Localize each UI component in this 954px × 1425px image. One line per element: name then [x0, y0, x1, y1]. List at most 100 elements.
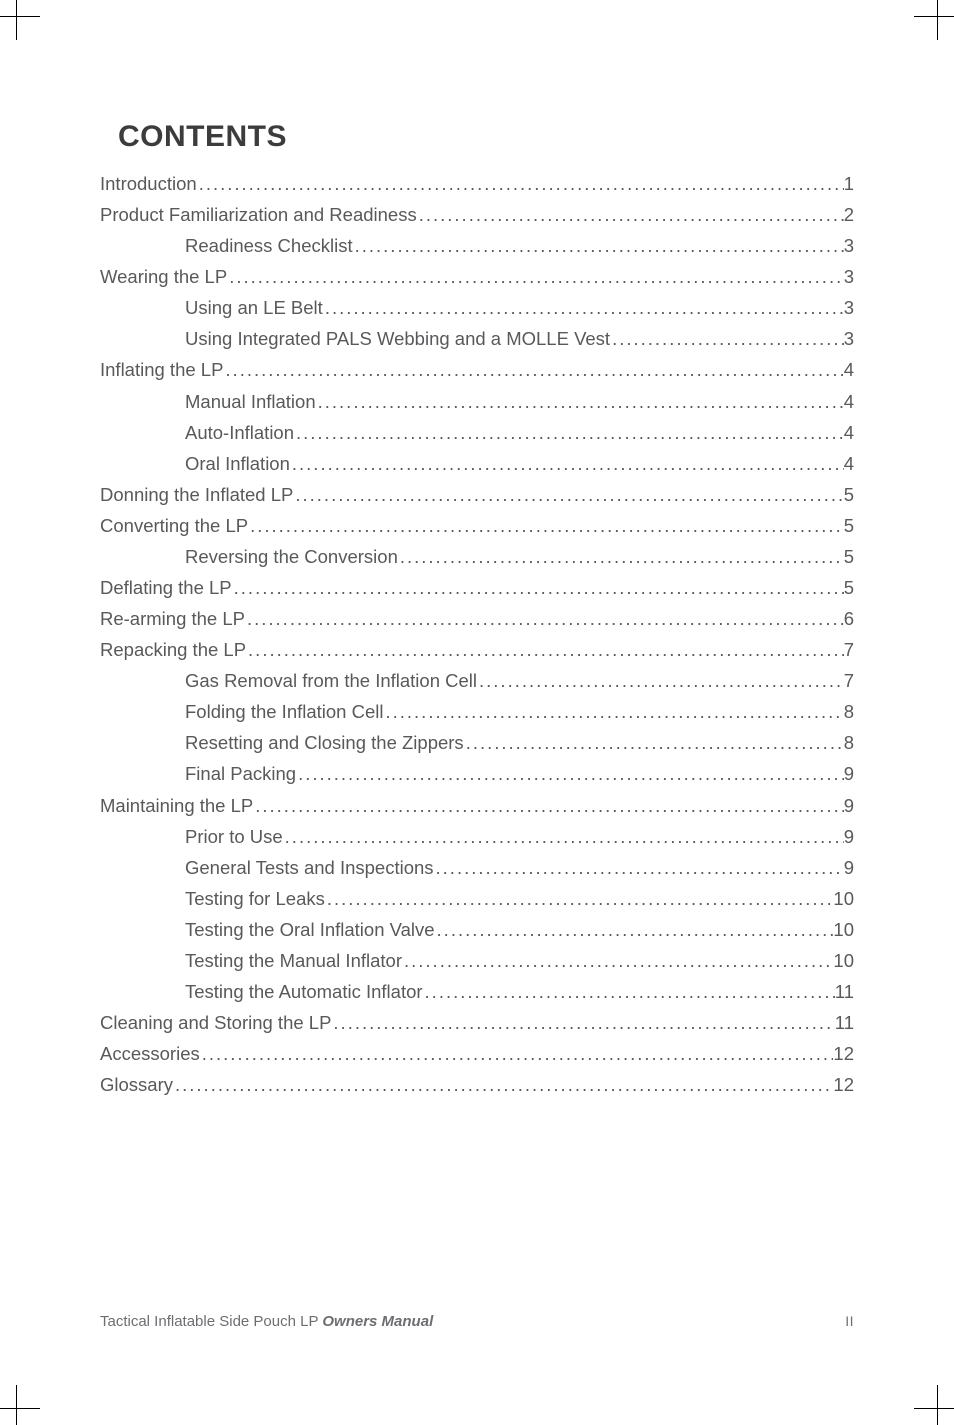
crop-mark	[937, 1385, 938, 1425]
toc-entry: Repacking the LP 7	[100, 634, 854, 665]
footer-doc-title-plain: Tactical Inflatable Side Pouch LP	[100, 1313, 322, 1330]
crop-mark	[937, 0, 938, 40]
toc-page: 5	[844, 479, 854, 510]
toc-label: Manual Inflation	[185, 386, 316, 417]
toc-entry: Accessories12	[100, 1038, 854, 1069]
toc-entry: Readiness Checklist3	[100, 230, 854, 261]
toc-entry: Resetting and Closing the Zippers 8	[100, 727, 854, 758]
toc-leader	[173, 1069, 833, 1100]
toc-label: Donning the Inflated LP	[100, 479, 293, 510]
toc-label: Final Packing	[185, 758, 296, 789]
toc-label: Using Integrated PALS Webbing and a MOLL…	[185, 323, 610, 354]
toc-leader	[246, 634, 844, 665]
toc-leader	[223, 354, 843, 385]
toc-label: Re-arming the LP	[100, 603, 245, 634]
footer-page-number: II	[845, 1313, 854, 1329]
toc-entry: Cleaning and Storing the LP11	[100, 1007, 854, 1038]
toc-page: 2	[844, 199, 854, 230]
toc-entry: Testing for Leaks 10	[100, 883, 854, 914]
toc-label: Cleaning and Storing the LP	[100, 1007, 331, 1038]
table-of-contents: Introduction1Product Familiarization and…	[100, 168, 854, 1100]
toc-page: 9	[844, 790, 854, 821]
toc-page: 12	[833, 1038, 854, 1069]
page-footer: Tactical Inflatable Side Pouch LP Owners…	[100, 1313, 854, 1330]
toc-page: 4	[844, 386, 854, 417]
toc-label: Product Familiarization and Readiness	[100, 199, 417, 230]
toc-entry: Testing the Automatic Inflator 11	[100, 976, 854, 1007]
toc-page: 10	[833, 945, 854, 976]
toc-entry: Using Integrated PALS Webbing and a MOLL…	[100, 323, 854, 354]
toc-entry: Introduction 1	[100, 168, 854, 199]
toc-entry: Wearing the LP 3	[100, 261, 854, 292]
toc-leader	[200, 1038, 834, 1069]
toc-leader	[227, 261, 844, 292]
toc-label: Deflating the LP	[100, 572, 232, 603]
toc-page: 3	[844, 261, 854, 292]
toc-leader	[293, 479, 843, 510]
toc-leader	[423, 976, 835, 1007]
toc-entry: Using an LE Belt 3	[100, 292, 854, 323]
toc-label: Glossary	[100, 1069, 173, 1100]
toc-leader	[248, 510, 844, 541]
toc-label: Oral Inflation	[185, 448, 290, 479]
toc-label: Repacking the LP	[100, 634, 246, 665]
page-content: CONTENTS Introduction1Product Familiariz…	[100, 120, 854, 1100]
toc-label: Testing the Automatic Inflator	[185, 976, 423, 1007]
toc-leader	[417, 199, 844, 230]
toc-page: 8	[844, 727, 854, 758]
toc-entry: Oral Inflation4	[100, 448, 854, 479]
toc-label: Using an LE Belt	[185, 292, 323, 323]
toc-leader	[253, 790, 843, 821]
toc-page: 9	[844, 852, 854, 883]
toc-entry: Testing the Manual Inflator10	[100, 945, 854, 976]
toc-page: 10	[833, 883, 854, 914]
footer-doc-title-bold: Owners Manual	[322, 1313, 433, 1330]
toc-label: Testing for Leaks	[185, 883, 325, 914]
toc-leader	[232, 572, 844, 603]
toc-entry: Inflating the LP4	[100, 354, 854, 385]
toc-label: Maintaining the LP	[100, 790, 253, 821]
toc-leader	[331, 1007, 834, 1038]
toc-leader	[294, 417, 844, 448]
toc-leader	[398, 541, 844, 572]
crop-mark	[914, 1408, 954, 1409]
toc-label: Reversing the Conversion	[185, 541, 398, 572]
toc-leader	[197, 168, 844, 199]
toc-page: 7	[844, 665, 854, 696]
crop-mark	[16, 0, 17, 40]
toc-entry: Product Familiarization and Readiness 2	[100, 199, 854, 230]
toc-leader	[245, 603, 844, 634]
toc-leader	[283, 821, 844, 852]
toc-entry: Prior to Use9	[100, 821, 854, 852]
toc-page: 3	[844, 323, 854, 354]
toc-page: 4	[844, 417, 854, 448]
toc-leader	[402, 945, 833, 976]
toc-label: Wearing the LP	[100, 261, 227, 292]
toc-label: Introduction	[100, 168, 197, 199]
toc-page: 5	[844, 572, 854, 603]
crop-mark	[16, 1385, 17, 1425]
toc-leader	[383, 696, 843, 727]
toc-page: 5	[844, 541, 854, 572]
toc-page: 3	[844, 292, 854, 323]
toc-page: 10	[833, 914, 854, 945]
toc-label: Gas Removal from the Inflation Cell	[185, 665, 477, 696]
toc-entry: Auto-Inflation 4	[100, 417, 854, 448]
toc-page: 11	[835, 976, 854, 1007]
toc-leader	[325, 883, 834, 914]
toc-entry: Reversing the Conversion 5	[100, 541, 854, 572]
toc-entry: Manual Inflation 4	[100, 386, 854, 417]
toc-entry: Deflating the LP 5	[100, 572, 854, 603]
toc-entry: General Tests and Inspections9	[100, 852, 854, 883]
toc-page: 7	[844, 634, 854, 665]
toc-label: Auto-Inflation	[185, 417, 294, 448]
toc-leader	[353, 230, 844, 261]
toc-leader	[610, 323, 844, 354]
toc-label: Inflating the LP	[100, 354, 223, 385]
toc-page: 1	[844, 168, 854, 199]
toc-leader	[323, 292, 844, 323]
toc-leader	[290, 448, 844, 479]
toc-label: Resetting and Closing the Zippers	[185, 727, 464, 758]
crop-mark	[0, 16, 40, 17]
toc-entry: Donning the Inflated LP 5	[100, 479, 854, 510]
